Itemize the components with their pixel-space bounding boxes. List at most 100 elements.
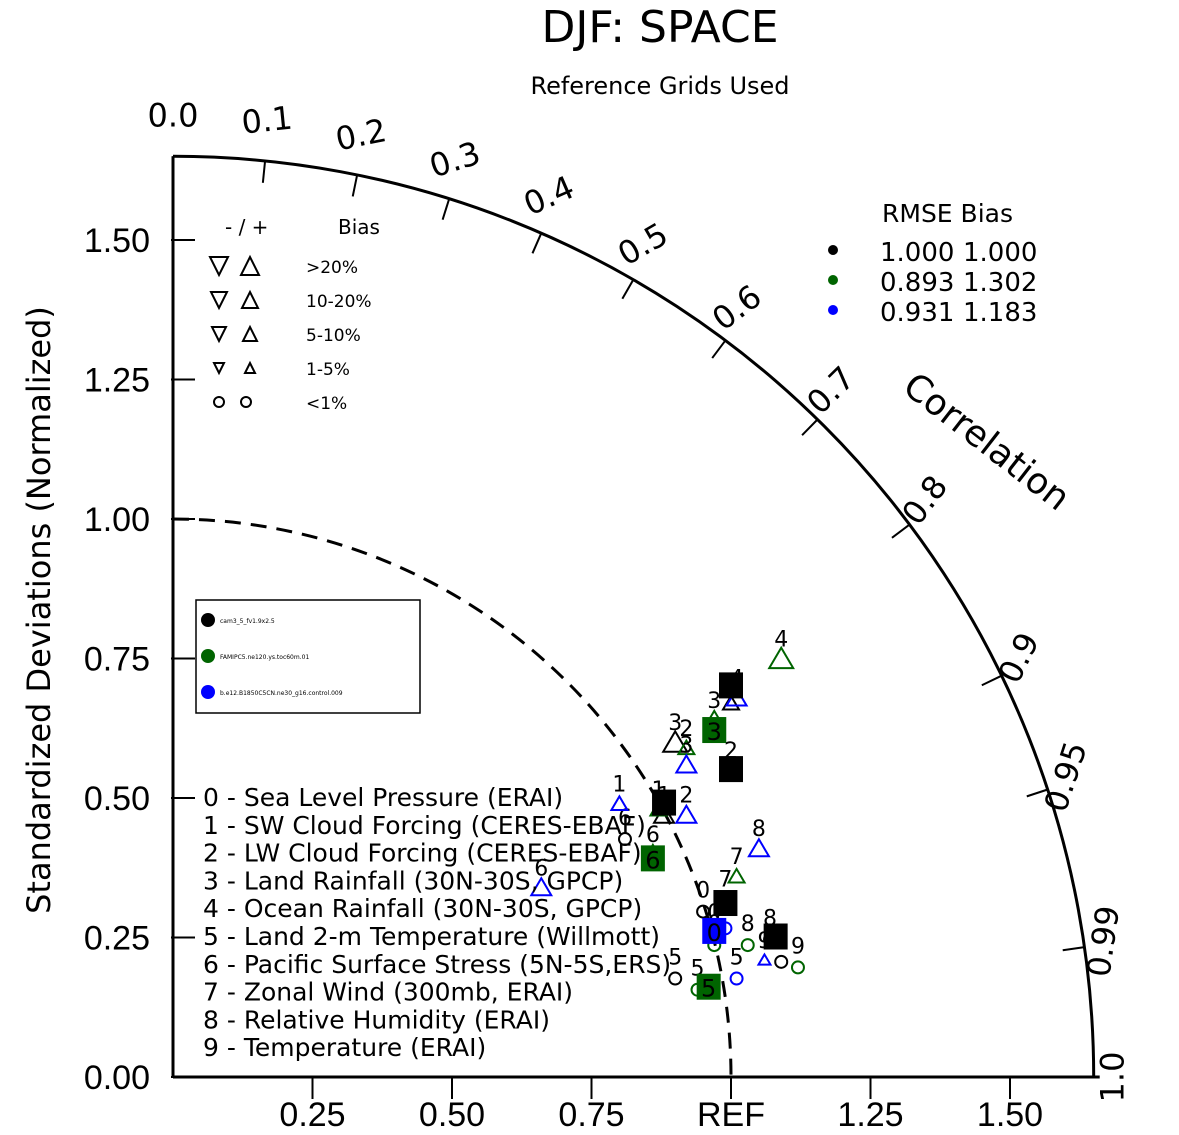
bias-legend-label: 5-10%: [306, 326, 361, 346]
highlight-label: 5: [701, 975, 716, 1003]
case-name: cam3_5_fv1.9x2.5: [220, 618, 275, 625]
bias-value: 1.000: [963, 238, 1037, 268]
point-marker: [609, 794, 630, 811]
down-triangle-icon: [209, 291, 229, 311]
highlight-label: 7: [718, 891, 733, 919]
point-marker: [740, 938, 755, 953]
point-label: 8: [752, 817, 766, 842]
highlight-box: [719, 672, 743, 699]
highlight-label: 2: [723, 757, 738, 785]
x-tick-label: 0.75: [558, 1096, 624, 1134]
bias-legend-header: Bias: [338, 215, 380, 239]
corr-tick-label: 0.3: [425, 134, 485, 186]
y-tick-label: 0.00: [84, 1059, 150, 1097]
highlight-box: [640, 845, 665, 872]
highlight-label: 3: [707, 718, 722, 746]
corr-tick-label: 0.99: [1079, 903, 1127, 979]
down-triangle-icon: [208, 256, 230, 278]
point-marker: [729, 971, 744, 986]
corr-tick-label: 0.1: [240, 99, 294, 142]
point-marker: [674, 753, 699, 774]
corr-tick: [351, 174, 359, 197]
chart-title: DJF: SPACE: [541, 2, 778, 53]
outer-arc: [172, 154, 1096, 1078]
rmse-table-header: RMSE Bias: [882, 199, 1013, 228]
corr-tick: [261, 160, 267, 183]
corr-tick-label: 0.6: [705, 277, 769, 338]
bias-legend-sign-header: - / +: [225, 215, 268, 239]
case-legend: cam3_5_fv1.9x2.5 FAMIPC5.ne120.ys.toc60m.…: [195, 599, 421, 714]
point-marker: [747, 837, 771, 858]
highlight-box: [696, 973, 721, 1000]
case-color-dot: [201, 649, 215, 663]
point-marker: [674, 803, 699, 824]
corr-tick-label: 1.0: [1094, 1052, 1132, 1103]
corr-tick: [1062, 946, 1085, 952]
highlight-label: 1: [656, 791, 671, 819]
point-marker: [529, 876, 554, 897]
point-label: 2: [679, 717, 693, 742]
rmse-value: 1.000: [880, 238, 954, 268]
case-color-dot: [201, 685, 215, 699]
y-tick-label: 0.75: [84, 641, 150, 679]
case-name: b.e12.B1850C5CN.ne30_g16.control.009: [220, 690, 343, 697]
y-tick-label: 1.50: [84, 222, 150, 260]
up-triangle-icon: [241, 324, 259, 342]
bias-legend-label: 1-5%: [306, 360, 350, 380]
bias-value: 1.302: [963, 268, 1037, 298]
case-color-dot: [201, 613, 215, 627]
corr-tick-label: 0.5: [611, 215, 674, 273]
point-label: 6: [534, 856, 548, 881]
corr-tick: [621, 279, 635, 300]
rmse-value: 0.931: [880, 298, 954, 328]
variable-list-item: 6 - Pacific Surface Stress (5N-5S,ERS): [203, 950, 671, 979]
corr-tick: [801, 418, 819, 436]
variable-list-item: 3 - Land Rainfall (30N-30S, GPCP): [203, 866, 623, 895]
highlight-label: 9: [768, 925, 783, 953]
corr-tick-label: 0.0: [148, 96, 199, 134]
chart-subtitle: Reference Grids Used: [530, 72, 789, 100]
point-marker: [790, 960, 805, 975]
x-tick-label: 1.50: [977, 1096, 1043, 1134]
point-label: 7: [718, 867, 732, 892]
corr-tick: [981, 674, 1003, 687]
y-tick-label: 1.25: [84, 362, 150, 400]
rmse-value: 0.893: [880, 268, 954, 298]
highlight-box: [713, 890, 738, 917]
corr-tick-label: 0.9: [991, 627, 1047, 689]
point-label: 5: [730, 946, 744, 971]
up-triangle-icon: [239, 254, 261, 276]
highlight-box: [702, 717, 727, 744]
highlight-label: 4: [723, 673, 738, 701]
point-label: 9: [791, 934, 805, 959]
highlight-box: [702, 917, 727, 944]
point-marker: [617, 832, 632, 847]
corr-tick: [531, 232, 543, 254]
point-marker: [721, 693, 741, 711]
y-tick-label: 1.00: [84, 501, 150, 539]
circle-icon: [240, 396, 252, 408]
bias-legend: - / + Bias >20% 10-20% 5-10% 1-5% <1%: [208, 215, 380, 414]
down-triangle-icon: [212, 362, 226, 376]
bias-value: 1.183: [963, 298, 1037, 328]
variable-list: 0 - Sea Level Pressure (ERAI)1 - SW Clou…: [203, 783, 671, 1062]
variable-list-item: 4 - Ocean Rainfall (30N-30S, GPCP): [203, 894, 642, 923]
up-triangle-icon: [240, 289, 260, 309]
point-marker: [774, 954, 789, 969]
highlight-box: [763, 923, 788, 950]
point-label: 4: [774, 628, 788, 653]
corr-tick-label: 0.95: [1037, 737, 1095, 817]
bias-legend-label: >20%: [306, 258, 358, 278]
point-marker: [696, 904, 711, 919]
y-tick-label: 0.25: [84, 920, 150, 958]
point-marker: [661, 729, 689, 753]
up-triangle-icon: [243, 360, 257, 374]
point-marker: [726, 866, 747, 884]
bias-legend-label: <1%: [306, 394, 347, 414]
diagram-frame: [171, 154, 1100, 1079]
point-label: 0: [696, 879, 710, 904]
variable-list-item: 0 - Sea Level Pressure (ERAI): [203, 783, 563, 812]
highlight-box: [652, 789, 677, 816]
